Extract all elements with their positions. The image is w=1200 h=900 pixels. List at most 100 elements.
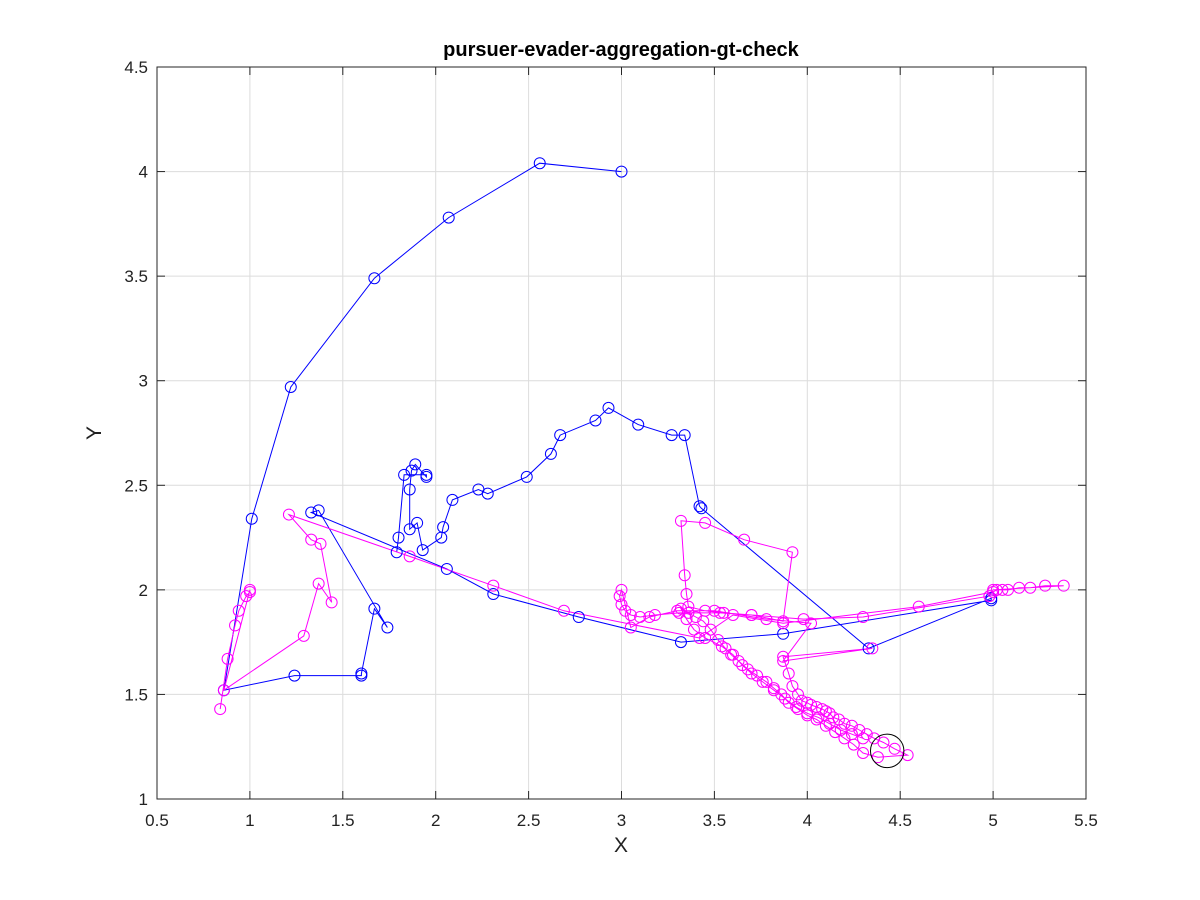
- series-1-point: [435, 531, 448, 544]
- series-2-point: [912, 600, 925, 613]
- series-1-point: [405, 464, 418, 477]
- series-2-point: [217, 684, 230, 697]
- series-1-point: [777, 627, 790, 640]
- series-2-point: [838, 732, 851, 745]
- series-1-point: [245, 512, 258, 525]
- evader-capture-circle: [869, 733, 905, 769]
- series-1-point: [862, 642, 875, 655]
- y-tick-label: 2: [139, 581, 148, 600]
- series-2-point: [745, 608, 758, 621]
- y-tick-label: 4.5: [124, 58, 148, 77]
- series-2-point: [1057, 579, 1070, 592]
- series-2-point: [325, 596, 338, 609]
- series-2-point: [777, 615, 790, 628]
- series-1-point: [368, 272, 381, 285]
- series-2-point: [823, 707, 836, 720]
- series-markers: [214, 157, 1070, 764]
- series-1-point: [368, 602, 381, 615]
- series-2-point: [615, 583, 628, 596]
- series-1-point: [674, 636, 687, 649]
- series-2-point: [823, 717, 836, 730]
- series-2-point: [1024, 581, 1037, 594]
- series-2-point: [613, 590, 626, 603]
- series-2-point: [983, 590, 996, 603]
- series-2-point: [682, 606, 695, 619]
- series-2-point: [221, 652, 234, 665]
- series-2-point: [987, 583, 1000, 596]
- series-1-point: [665, 429, 678, 442]
- series-2-point: [805, 698, 818, 711]
- series-2-point: [678, 569, 691, 582]
- series-2-point: [888, 742, 901, 755]
- series-1-point: [416, 544, 429, 557]
- series-1-point: [533, 157, 546, 170]
- series-1-point: [305, 506, 318, 519]
- series-2-point: [777, 650, 790, 663]
- series-2-point: [782, 696, 795, 709]
- series-2-point: [775, 688, 788, 701]
- series-1-point: [284, 380, 297, 393]
- x-tick-label: 4: [803, 811, 812, 830]
- series-2-point: [699, 631, 712, 644]
- x-axis-label: X: [614, 834, 628, 857]
- series-2-point: [877, 736, 890, 749]
- series-2-point: [805, 617, 818, 630]
- series-2-point: [680, 588, 693, 601]
- series-1-point: [520, 470, 533, 483]
- series-2-point: [857, 611, 870, 624]
- series-1-point: [312, 504, 325, 517]
- x-tick-label: 2.5: [517, 811, 541, 830]
- x-tick-label: 1.5: [331, 811, 355, 830]
- series-1-point: [442, 211, 455, 224]
- highlight-layer: [869, 733, 905, 769]
- series-2-point: [674, 514, 687, 527]
- series-2-point: [687, 623, 700, 636]
- y-tick-label: 3: [139, 372, 148, 391]
- series-1-point: [554, 429, 567, 442]
- y-tick-label: 2.5: [124, 476, 148, 495]
- y-ticks: 1 1.5 2 2.5 3 3.5 4 4.5: [124, 58, 1086, 809]
- series-1-point: [615, 165, 628, 178]
- series-2-point: [738, 533, 751, 546]
- series-2-point: [786, 546, 799, 559]
- series-1-point: [411, 516, 424, 529]
- series-2-point: [860, 728, 873, 741]
- series-2-point: [624, 621, 637, 634]
- series-2-point: [792, 688, 805, 701]
- series-2-point: [797, 613, 810, 626]
- series-2-point: [403, 550, 416, 563]
- y-tick-label: 3.5: [124, 267, 148, 286]
- series-2-point: [634, 611, 647, 624]
- series-2-point: [699, 516, 712, 529]
- series-1-point: [392, 531, 405, 544]
- series-1-point: [403, 483, 416, 496]
- series-2-point: [838, 717, 851, 730]
- series-1-line: [223, 162, 992, 691]
- series-2-point: [760, 613, 773, 626]
- y-tick-label: 1.5: [124, 685, 148, 704]
- series-1-point: [472, 483, 485, 496]
- series-1-point: [693, 500, 706, 513]
- series-1-point: [403, 523, 416, 536]
- series-2-point: [726, 648, 739, 661]
- series-2-point: [1001, 583, 1014, 596]
- series-2-point: [243, 583, 256, 596]
- y-axis-label: Y: [83, 426, 106, 440]
- series-2-point: [557, 604, 570, 617]
- series-2-point: [297, 629, 310, 642]
- series-1-point: [420, 468, 433, 481]
- series-2-point: [715, 640, 728, 653]
- series-2-point: [680, 613, 693, 626]
- series-2-point: [619, 604, 632, 617]
- series-2-point: [853, 723, 866, 736]
- series-2-point: [615, 598, 628, 611]
- x-ticks: 0.5 1 1.5 2 2.5 3 3.5 4 4.5 5 5.5: [145, 67, 1098, 830]
- series-2-point: [1039, 579, 1052, 592]
- x-tick-label: 5.5: [1074, 811, 1098, 830]
- series-1-point: [288, 669, 301, 682]
- series-2-point: [697, 615, 710, 628]
- series-2-point: [777, 654, 790, 667]
- series-2-point: [857, 732, 870, 745]
- series-2-point: [871, 751, 884, 764]
